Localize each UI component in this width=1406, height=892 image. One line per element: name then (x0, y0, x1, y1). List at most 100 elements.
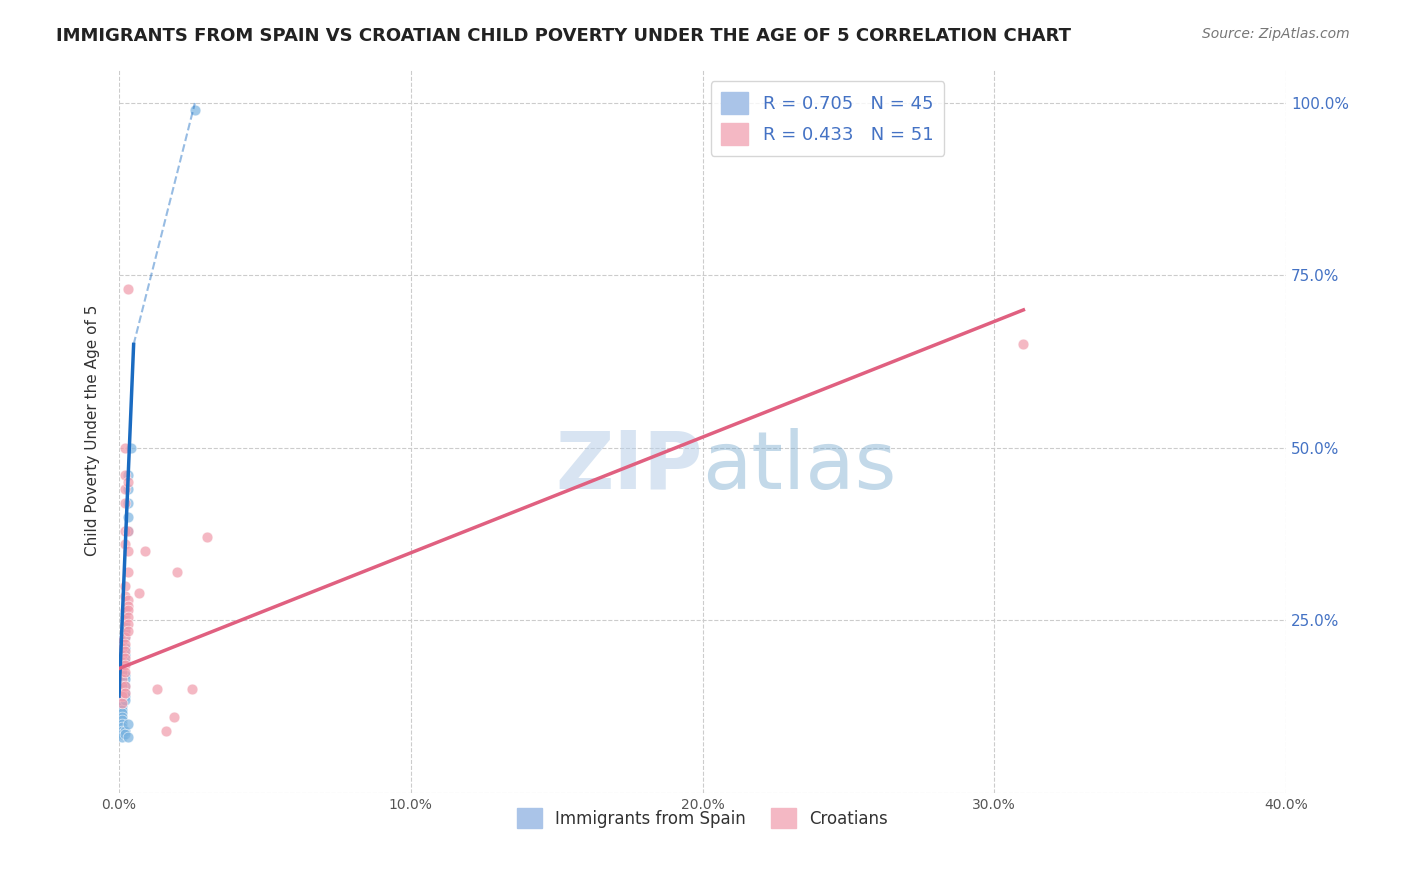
Point (111, 658, 134, 673)
Point (114, 672, 136, 686)
Point (117, 524, 139, 538)
Point (114, 655, 136, 669)
Point (114, 648, 136, 662)
Point (117, 509, 139, 524)
Point (114, 686, 136, 700)
Point (111, 716, 134, 731)
Point (111, 689, 134, 703)
Point (1012, 337, 1035, 351)
Point (114, 679, 136, 693)
Text: ZIP: ZIP (555, 428, 703, 506)
Point (111, 686, 134, 700)
Point (111, 665, 134, 679)
Point (114, 723, 136, 738)
Point (163, 710, 186, 724)
Point (114, 640, 136, 655)
Point (114, 631, 136, 645)
Point (114, 496, 136, 510)
Point (111, 634, 134, 648)
Point (166, 565, 188, 579)
Point (117, 609, 139, 624)
Y-axis label: Child Poverty Under the Age of 5: Child Poverty Under the Age of 5 (86, 305, 100, 557)
Point (111, 706, 134, 721)
Point (111, 668, 134, 682)
Point (111, 679, 134, 693)
Point (114, 589, 136, 603)
Point (114, 624, 136, 638)
Point (114, 537, 136, 551)
Point (117, 524, 139, 538)
Point (184, 103, 207, 117)
Point (111, 727, 134, 741)
Point (114, 624, 136, 638)
Point (111, 689, 134, 703)
Point (117, 616, 139, 631)
Text: Source: ZipAtlas.com: Source: ZipAtlas.com (1202, 27, 1350, 41)
Point (117, 599, 139, 614)
Point (114, 637, 136, 651)
Point (114, 482, 136, 496)
Point (114, 665, 136, 679)
Point (117, 716, 139, 731)
Point (120, 441, 142, 455)
Point (111, 640, 134, 655)
Point (195, 531, 218, 545)
Point (117, 565, 139, 579)
Point (114, 620, 136, 634)
Point (114, 692, 136, 706)
Text: IMMIGRANTS FROM SPAIN VS CROATIAN CHILD POVERTY UNDER THE AGE OF 5 CORRELATION C: IMMIGRANTS FROM SPAIN VS CROATIAN CHILD … (56, 27, 1071, 45)
Text: atlas: atlas (703, 428, 897, 506)
Point (111, 672, 134, 686)
Point (111, 658, 134, 673)
Point (111, 665, 134, 679)
Point (111, 710, 134, 724)
Point (111, 731, 134, 745)
Point (111, 648, 134, 662)
Point (114, 631, 136, 645)
Point (114, 668, 136, 682)
Point (111, 723, 134, 738)
Point (111, 648, 134, 662)
Point (114, 658, 136, 673)
Point (117, 603, 139, 617)
Point (114, 441, 136, 455)
Point (114, 727, 136, 741)
Point (117, 624, 139, 638)
Point (117, 475, 139, 490)
Point (114, 607, 136, 621)
Point (114, 524, 136, 538)
Point (181, 682, 204, 697)
Point (128, 585, 150, 599)
Point (117, 544, 139, 558)
Point (155, 723, 177, 738)
Point (117, 592, 139, 607)
Point (111, 640, 134, 655)
Point (114, 579, 136, 593)
Point (111, 713, 134, 727)
Legend: Immigrants from Spain, Croatians: Immigrants from Spain, Croatians (510, 801, 894, 835)
Point (114, 651, 136, 665)
Point (117, 482, 139, 496)
Point (117, 496, 139, 510)
Point (114, 689, 136, 703)
Point (111, 699, 134, 714)
Point (114, 686, 136, 700)
Point (111, 655, 134, 669)
Point (108, 634, 131, 648)
Point (111, 679, 134, 693)
Point (134, 544, 156, 558)
Point (111, 720, 134, 734)
Point (111, 696, 134, 710)
Point (114, 616, 136, 631)
Point (146, 682, 169, 697)
Point (114, 609, 136, 624)
Point (114, 468, 136, 483)
Point (117, 731, 139, 745)
Point (117, 468, 139, 483)
Point (117, 282, 139, 296)
Point (111, 703, 134, 717)
Point (111, 675, 134, 690)
Point (114, 603, 136, 617)
Point (111, 696, 134, 710)
Point (114, 679, 136, 693)
